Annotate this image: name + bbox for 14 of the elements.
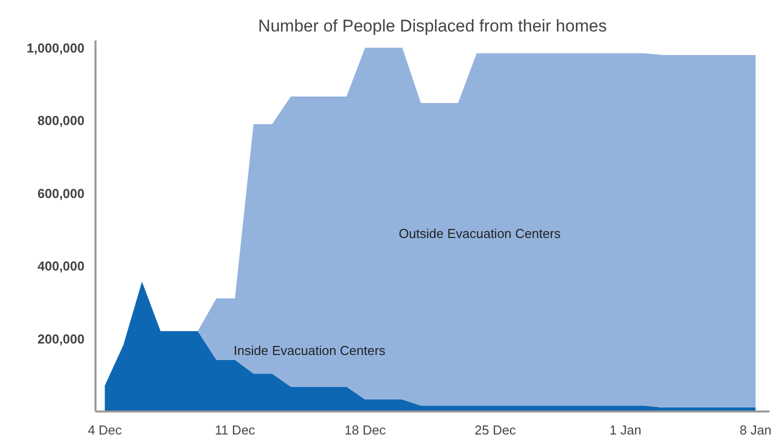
series-label: Inside Evacuation Centers [234, 342, 386, 358]
x-tick-label: 1 Jan [610, 422, 642, 438]
series-label: Outside Evacuation Centers [398, 226, 562, 241]
y-tick-label: 1,000,000 [26, 40, 85, 56]
y-tick-label: 200,000 [38, 331, 85, 346]
y-tick-label: 400,000 [38, 258, 85, 274]
x-tick-label: 18 Dec [344, 422, 386, 438]
y-tick-label: 800,000 [38, 113, 85, 128]
x-tick-label: 25 Dec [474, 422, 516, 438]
x-tick-label: 8 Jan [740, 422, 772, 438]
chart-title: Number of People Displaced from their homes [258, 16, 607, 36]
x-tick-label: 11 Dec [214, 422, 256, 438]
y-tick-label: 600,000 [38, 186, 85, 201]
x-tick-label: 4 Dec [88, 422, 122, 438]
